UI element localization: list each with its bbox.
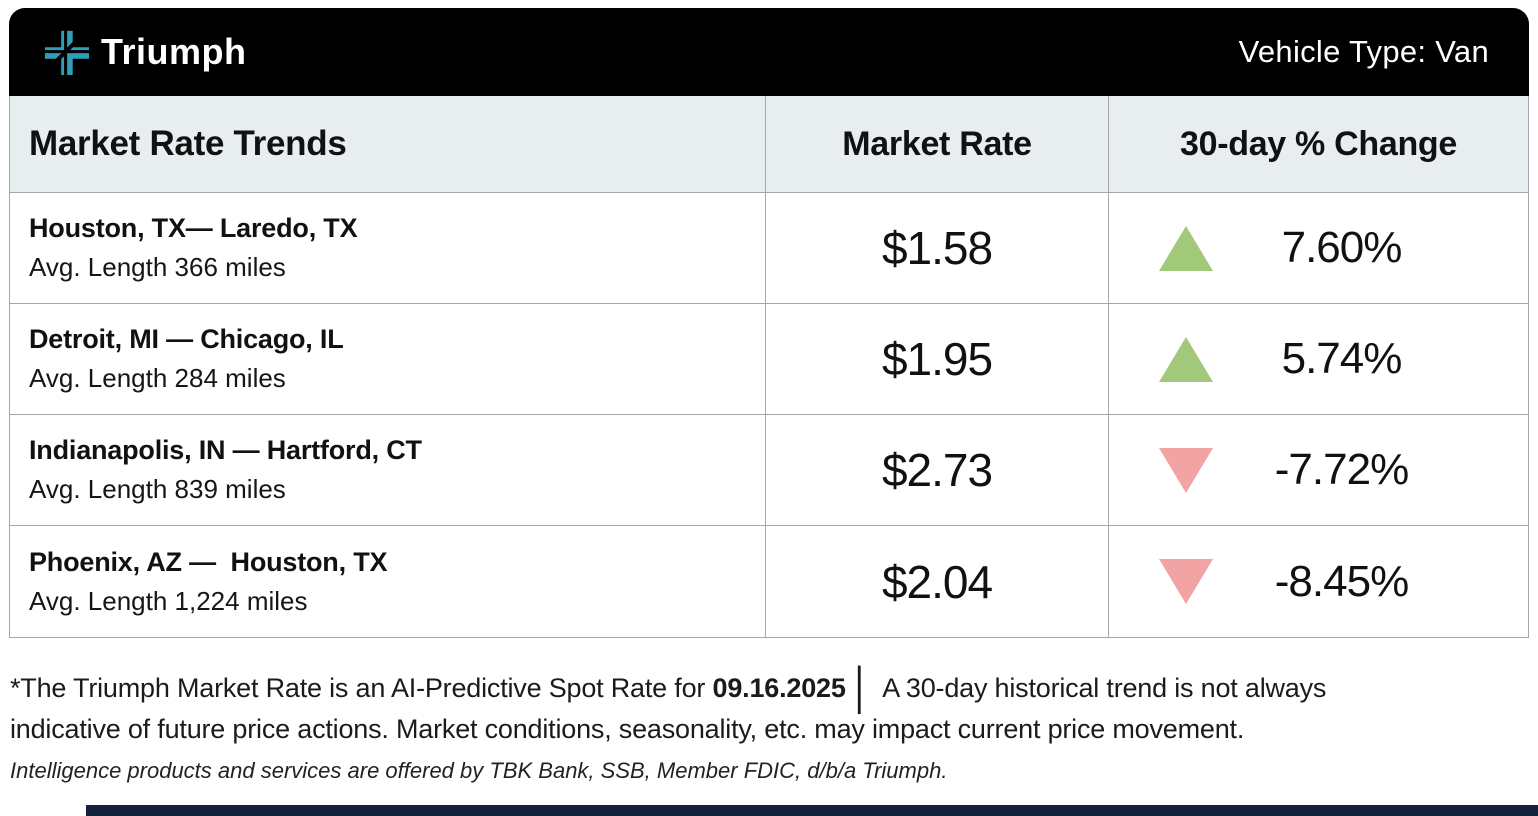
route-cell: Phoenix, AZ — Houston, TX Avg. Length 1,… [10,526,766,637]
route-avg-length: Avg. Length 366 miles [29,252,286,282]
change-percent: 7.60% [1281,223,1403,272]
top-header-bar: Triumph Vehicle Type: Van [9,8,1529,96]
footnote-prefix: *The Triumph Market Rate is an AI-Predic… [10,673,713,703]
trend-up-icon [1159,336,1213,382]
route-cell: Indianapolis, IN — Hartford, CT Avg. Len… [10,415,766,526]
brand-name: Triumph [101,31,247,72]
change-cell: 5.74% [1109,304,1528,415]
vertical-separator: │ [848,667,874,711]
route-name: Indianapolis, IN — Hartford, CT [29,435,422,465]
market-rate-table: Market Rate Trends Market Rate 30-day % … [9,96,1529,638]
route-name: Houston, TX— Laredo, TX [29,213,358,243]
change-percent: -8.45% [1274,556,1409,606]
footnote-suffix: A 30-day historical trend is not always [876,673,1327,703]
trend-up-icon [1159,225,1213,271]
triumph-cross-icon [44,30,89,75]
market-rate-value: $2.73 [766,415,1109,526]
route-name: Detroit, MI — Chicago, IL [29,324,344,354]
footnote: *The Triumph Market Rate is an AI-Predic… [10,668,1528,784]
route-cell: Houston, TX— Laredo, TX Avg. Length 366 … [10,193,766,304]
trend-down-icon [1159,447,1213,493]
bottom-accent-bar [86,805,1538,816]
fdic-disclaimer: Intelligence products and services are o… [10,758,948,783]
change-cell: -7.72% [1109,415,1528,526]
route-avg-length: Avg. Length 284 miles [29,363,286,393]
footnote-date: 09.16.2025 [712,673,846,703]
market-rate-value: $2.04 [766,526,1109,637]
column-header-trends: Market Rate Trends [10,96,766,193]
route-name: Phoenix, AZ — Houston, TX [29,546,388,577]
trend-down-icon [1159,559,1213,604]
route-avg-length: Avg. Length 1,224 miles [29,585,308,616]
column-header-change: 30-day % Change [1109,96,1528,193]
report-card: Triumph Vehicle Type: Van Market Rate Tr… [9,8,1529,638]
vehicle-type-label: Vehicle Type: Van [1238,34,1489,69]
footnote-line-2: indicative of future price actions. Mark… [10,714,1245,744]
brand-logo: Triumph [43,29,247,75]
route-cell: Detroit, MI — Chicago, IL Avg. Length 28… [10,304,766,415]
change-cell: 7.60% [1109,193,1528,304]
footnote-line-1: *The Triumph Market Rate is an AI-Predic… [10,668,1528,709]
market-rate-value: $1.95 [766,304,1109,415]
change-percent: -7.72% [1274,445,1409,494]
route-avg-length: Avg. Length 839 miles [29,474,286,504]
column-header-market-rate: Market Rate [766,96,1109,193]
change-cell: -8.45% [1109,526,1528,637]
change-percent: 5.74% [1281,334,1403,383]
market-rate-value: $1.58 [766,193,1109,304]
